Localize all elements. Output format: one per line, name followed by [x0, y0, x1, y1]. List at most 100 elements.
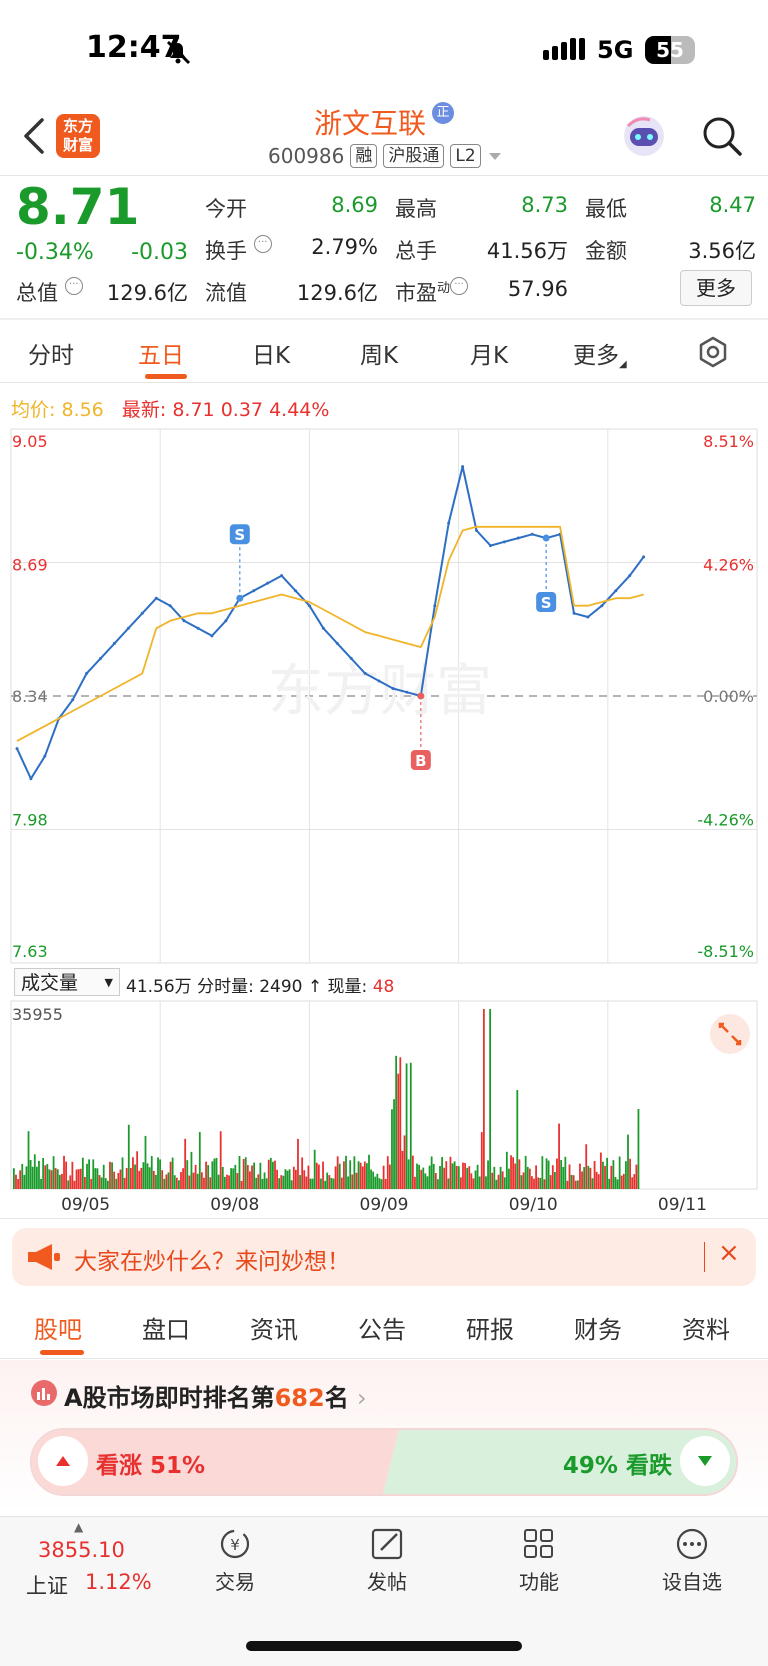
nav-functions[interactable]: 功能 [504, 1526, 574, 1595]
volume-bar [171, 1157, 174, 1189]
volume-bar [104, 1178, 107, 1189]
volume-bar [597, 1174, 600, 1189]
volume-bar [328, 1175, 331, 1189]
price-point [642, 555, 646, 559]
volume-bar [297, 1138, 299, 1189]
volume-bar [395, 1055, 398, 1189]
grid-icon [524, 1529, 553, 1558]
volume-bar [58, 1174, 61, 1189]
volume-bar [489, 1009, 492, 1189]
volume-bar [587, 1165, 590, 1189]
bearish-text: 看跌 [626, 1453, 672, 1479]
volume-bar [562, 1166, 565, 1189]
index-value[interactable]: 3855.10 [38, 1538, 125, 1562]
volume-bar [491, 1172, 494, 1189]
indicator-selector[interactable]: 成交量 ▼ [14, 968, 120, 996]
price-point [600, 604, 604, 608]
tab-profile[interactable]: 资料 [682, 1316, 730, 1344]
tab-research[interactable]: 研报 [466, 1316, 514, 1344]
volume-bar [132, 1157, 134, 1189]
bearish-percent: 49% [562, 1453, 618, 1479]
volume-bar [301, 1157, 304, 1189]
volume-bar [397, 1073, 400, 1189]
ai-promo-banner[interactable]: 大家在炒什么？来问妙想！ × [12, 1228, 756, 1286]
settings-icon[interactable] [697, 336, 729, 368]
five-day-price-chart[interactable]: 东方财富 S S B 9.05 8.69 8.34 7.98 7.63 8.51% 4.26% 0… [10, 428, 758, 964]
volume-bar [441, 1157, 443, 1189]
info-icon[interactable]: ··· [253, 235, 272, 253]
nav-trade[interactable]: ¥ 交易 [200, 1526, 270, 1595]
volume-bar [42, 1158, 45, 1189]
stat-label-mktcap: 总值 ··· [16, 277, 83, 307]
info-icon[interactable]: ··· [450, 277, 469, 295]
close-icon[interactable]: × [718, 1238, 740, 1268]
search-icon[interactable] [700, 114, 744, 158]
volume-bar [576, 1180, 579, 1189]
signal-icon [543, 38, 585, 60]
volume-bar [253, 1162, 256, 1189]
tab-finance[interactable]: 财务 [574, 1316, 622, 1344]
stat-label-float: 流值 [205, 281, 247, 305]
edit-icon [371, 1528, 403, 1560]
tab-more[interactable]: 更多◢ [573, 336, 627, 370]
volume-bar [560, 1160, 563, 1189]
tab-forum[interactable]: 股吧 [34, 1316, 82, 1344]
nav-add-watchlist[interactable]: 设自选 [652, 1526, 732, 1595]
latest-change-value: 0.37 [220, 399, 264, 421]
info-icon[interactable]: ··· [64, 277, 83, 295]
volume-bar [451, 1163, 454, 1189]
more-stats-button[interactable]: 更多 [680, 270, 752, 306]
volume-bar [403, 1135, 406, 1189]
volume-bar [25, 1166, 28, 1189]
y-tick-right: 8.51% [703, 432, 754, 451]
dropdown-icon[interactable] [487, 150, 503, 162]
index-change[interactable]: 1.12% [85, 1570, 152, 1594]
tab-daily-k[interactable]: 日K [252, 343, 291, 369]
triangle-down-icon [698, 1456, 712, 1466]
volume-bar [503, 1177, 506, 1189]
tab-news[interactable]: 资讯 [250, 1316, 298, 1344]
volume-bar [411, 1155, 414, 1189]
price-point [168, 604, 172, 608]
volume-bar [376, 1173, 379, 1189]
signal-point [542, 534, 550, 542]
volume-bar [98, 1175, 101, 1189]
volume-bar [313, 1149, 316, 1189]
expand-button[interactable] [710, 1014, 750, 1054]
price-point [252, 589, 256, 593]
volume-bar [152, 1170, 155, 1189]
tab-monthly-k[interactable]: 月K [470, 343, 509, 369]
tab-orderbook[interactable]: 盘口 [142, 1316, 190, 1344]
nav-post[interactable]: 发帖 [352, 1526, 422, 1595]
volume-bar [366, 1163, 368, 1189]
bearish-button[interactable] [680, 1436, 730, 1486]
tab-intraday[interactable]: 分时 [28, 343, 74, 369]
volume-bar [33, 1154, 36, 1189]
volume-bar [127, 1124, 130, 1189]
verified-badge: 正 [432, 102, 454, 124]
volume-bar [564, 1156, 567, 1189]
index-name[interactable]: 上证 [26, 1574, 68, 1598]
robot-assistant-icon[interactable] [620, 112, 668, 160]
tab-weekly-k[interactable]: 周K [360, 343, 399, 369]
volume-chart[interactable]: 35955 09/05 09/08 09/09 09/10 09/11 [10, 1000, 758, 1222]
market-ranking[interactable]: A股市场即时排名第682名 › [64, 1378, 367, 1413]
price-point [43, 754, 47, 758]
volume-bar [17, 1178, 19, 1189]
y-tick-left: 7.98 [12, 811, 48, 830]
back-icon[interactable] [22, 116, 46, 156]
volume-bar [347, 1176, 349, 1189]
volume-bar [599, 1152, 602, 1189]
signal-label: S [234, 526, 245, 544]
volume-bar [232, 1168, 235, 1189]
volume-bar [29, 1159, 32, 1189]
volume-bar [167, 1172, 170, 1189]
caret-up-icon[interactable]: ▲ [74, 1520, 84, 1534]
price-point [628, 574, 632, 578]
volume-bar [40, 1178, 42, 1189]
price-point [363, 671, 367, 675]
tab-announcements[interactable]: 公告 [358, 1316, 406, 1344]
bullish-button[interactable] [38, 1436, 88, 1486]
tab-five-day[interactable]: 五日 [138, 343, 184, 369]
volume-bar [533, 1178, 535, 1189]
